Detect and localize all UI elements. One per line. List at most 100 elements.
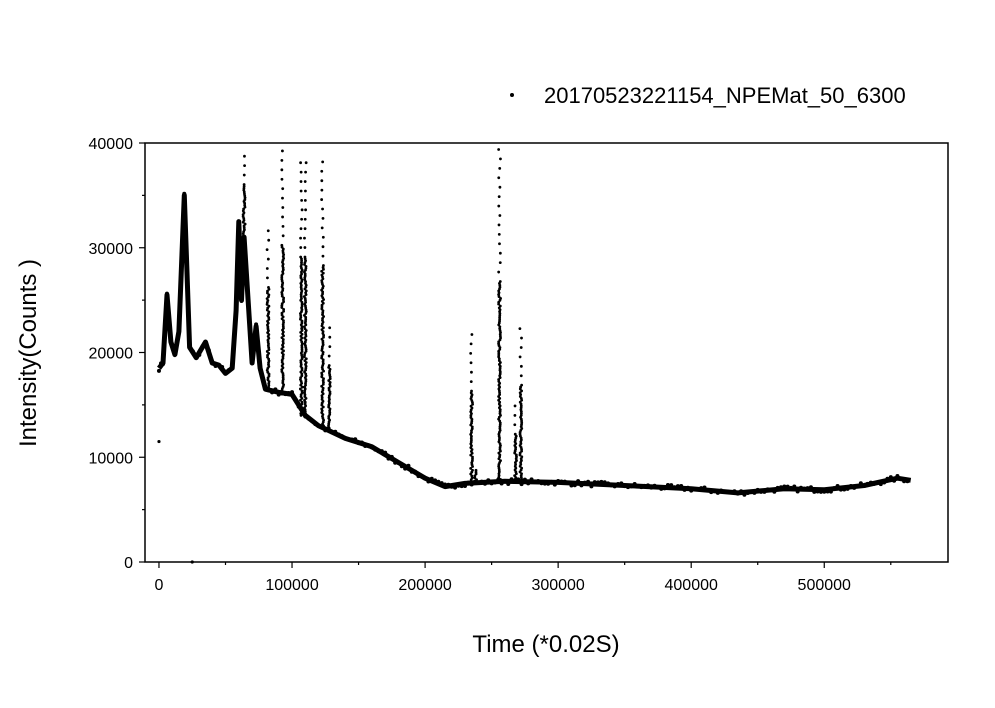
data-point <box>486 478 491 483</box>
data-point <box>433 478 438 483</box>
data-point <box>252 341 257 346</box>
data-point <box>353 437 358 442</box>
data-point <box>304 264 308 268</box>
y-tick-label: 40000 <box>89 136 134 153</box>
legend-marker <box>510 93 514 97</box>
data-point <box>267 238 271 242</box>
data-point <box>649 485 654 490</box>
data-point <box>453 485 458 490</box>
plot-frame <box>144 142 949 563</box>
data-point <box>679 484 684 489</box>
data-point <box>672 485 677 490</box>
data-point <box>300 208 304 212</box>
data-point <box>267 304 271 308</box>
data-point <box>235 264 240 269</box>
data-point <box>498 251 502 255</box>
data-point <box>498 242 501 246</box>
data-point <box>267 293 271 297</box>
data-point <box>520 466 524 470</box>
data-point <box>242 183 246 186</box>
data-point <box>739 489 744 494</box>
data-point <box>267 310 271 314</box>
data-point <box>336 432 341 437</box>
data-point <box>266 289 269 293</box>
data-point <box>436 479 441 484</box>
data-point <box>327 354 331 358</box>
data-point <box>619 481 624 486</box>
data-point <box>463 484 468 489</box>
data-point <box>172 351 177 356</box>
data-point <box>299 170 303 174</box>
data-point <box>426 479 431 484</box>
data-point <box>812 489 817 494</box>
data-point <box>498 214 502 217</box>
legend-label: 20170523221154_NPEMat_50_6300 <box>544 83 906 108</box>
data-point <box>321 207 324 211</box>
data-point <box>499 481 504 486</box>
data-point <box>321 245 325 249</box>
data-point <box>862 483 867 488</box>
data-point <box>682 487 687 492</box>
spike <box>280 149 286 394</box>
data-point <box>622 484 627 489</box>
spike <box>497 148 502 483</box>
data-point <box>280 311 284 315</box>
data-point <box>168 340 173 345</box>
data-point <box>320 188 324 192</box>
data-point <box>562 479 567 484</box>
data-point <box>413 469 418 474</box>
data-point <box>509 477 514 482</box>
data-point <box>213 363 218 368</box>
data-point <box>470 389 473 393</box>
data-point <box>848 484 853 489</box>
data-point <box>749 489 754 494</box>
data-point <box>489 481 494 486</box>
data-point <box>406 463 411 468</box>
data-point <box>709 490 714 495</box>
data-point <box>273 387 278 392</box>
data-point <box>742 492 747 497</box>
data-point <box>399 464 404 469</box>
data-point <box>299 398 302 402</box>
data-point <box>263 387 268 392</box>
data-point <box>322 264 325 267</box>
spike <box>327 326 332 428</box>
data-point <box>281 206 285 209</box>
data-point <box>497 223 501 227</box>
data-point <box>299 161 302 165</box>
data-point <box>498 185 502 189</box>
data-point <box>298 387 302 391</box>
data-point <box>302 295 306 298</box>
data-point <box>346 437 351 442</box>
data-point <box>875 481 880 486</box>
data-point <box>320 328 324 332</box>
data-point <box>474 468 478 472</box>
data-point <box>729 490 734 495</box>
data-point <box>719 488 724 493</box>
data-point <box>379 449 384 454</box>
data-point <box>322 326 325 330</box>
data-point <box>396 460 401 465</box>
data-point <box>298 404 302 408</box>
data-point <box>283 392 288 397</box>
data-point <box>356 441 361 446</box>
data-point <box>586 479 591 484</box>
data-point <box>244 267 249 272</box>
data-point <box>878 482 883 487</box>
data-point <box>498 166 502 170</box>
data-point <box>475 478 478 482</box>
data-point <box>518 327 522 331</box>
data-point <box>299 180 303 183</box>
data-point <box>243 222 247 226</box>
data-point <box>286 391 291 396</box>
data-point <box>499 478 502 481</box>
data-point <box>320 384 324 388</box>
data-point <box>303 180 307 183</box>
data-point <box>281 215 284 219</box>
data-point <box>599 479 604 484</box>
data-point <box>735 491 740 496</box>
data-point <box>236 220 241 225</box>
data-point <box>265 267 269 270</box>
data-point <box>662 486 667 491</box>
data-point <box>788 485 793 490</box>
